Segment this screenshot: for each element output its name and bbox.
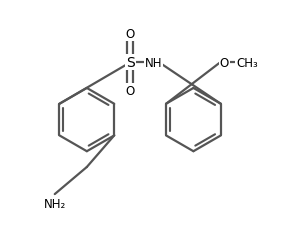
Text: O: O — [126, 28, 135, 41]
Text: S: S — [126, 56, 135, 70]
Text: NH₂: NH₂ — [44, 197, 66, 210]
Text: NH: NH — [144, 57, 162, 70]
Text: CH₃: CH₃ — [237, 57, 258, 70]
Text: O: O — [220, 57, 229, 70]
Text: O: O — [126, 85, 135, 98]
